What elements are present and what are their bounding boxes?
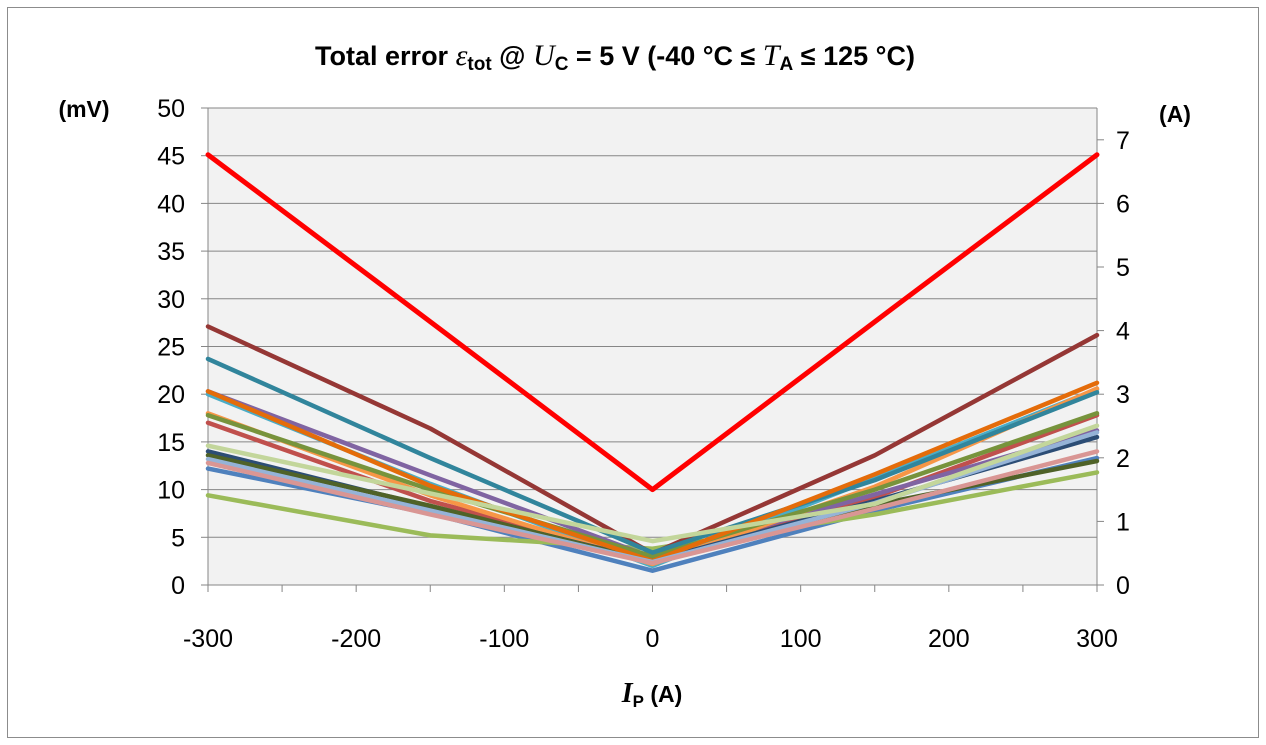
y-axis-left-unit: (mV) — [58, 96, 109, 122]
y-left-tick-label: 45 — [157, 143, 185, 171]
axes — [201, 107, 1104, 592]
series-line-3 — [205, 470, 1100, 551]
chart-frame — [7, 7, 1259, 738]
y-right-tick-label: 4 — [1116, 318, 1130, 346]
y-left-tick-label: 20 — [157, 381, 185, 409]
y-left-tick-label: 5 — [171, 524, 185, 552]
series-group — [205, 152, 1100, 573]
y-right-tick-label: 5 — [1116, 254, 1130, 282]
x-tick-label: 100 — [780, 625, 822, 653]
series-line-11 — [205, 356, 1100, 555]
y-right-tick-label: 2 — [1116, 445, 1130, 473]
x-tick-label: 0 — [646, 625, 660, 653]
series-line-16 — [205, 152, 1100, 493]
x-tick-label: 200 — [928, 625, 970, 653]
y-left-tick-label: 30 — [157, 286, 185, 314]
y-left-tick-label: 15 — [157, 429, 185, 457]
y-right-tick-label: 3 — [1116, 381, 1130, 409]
series-line-10 — [205, 411, 1100, 559]
x-tick-label: -300 — [183, 625, 233, 653]
y-right-tick-label: 6 — [1116, 190, 1130, 218]
y-right-tick-label: 7 — [1116, 127, 1130, 155]
y-axis-right-unit: (A) — [1159, 101, 1191, 127]
y-left-tick-label: 0 — [171, 572, 185, 600]
y-left-tick-label: 35 — [157, 238, 185, 266]
x-tick-label: -100 — [479, 625, 529, 653]
x-tick-label: -200 — [331, 625, 381, 653]
y-left-tick-label: 40 — [157, 190, 185, 218]
y-left-tick-label: 25 — [157, 334, 185, 362]
series-line-14 — [205, 449, 1100, 566]
chart-title: Total error εtot @ UC = 5 V (-40 °C ≤ TA… — [315, 39, 915, 75]
x-axis-label: IP (A) — [621, 678, 683, 711]
series-line-15 — [205, 423, 1100, 544]
y-right-tick-label: 1 — [1116, 508, 1130, 536]
x-tick-label: 300 — [1076, 625, 1118, 653]
y-left-tick-label: 50 — [157, 95, 185, 123]
y-left-tick-label: 10 — [157, 477, 185, 505]
y-right-tick-label: 0 — [1116, 572, 1130, 600]
